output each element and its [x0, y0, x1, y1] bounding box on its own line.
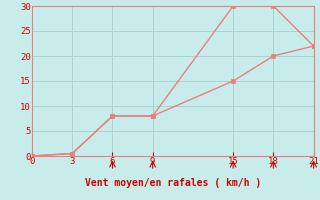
X-axis label: Vent moyen/en rafales ( km/h ): Vent moyen/en rafales ( km/h ): [85, 178, 261, 188]
